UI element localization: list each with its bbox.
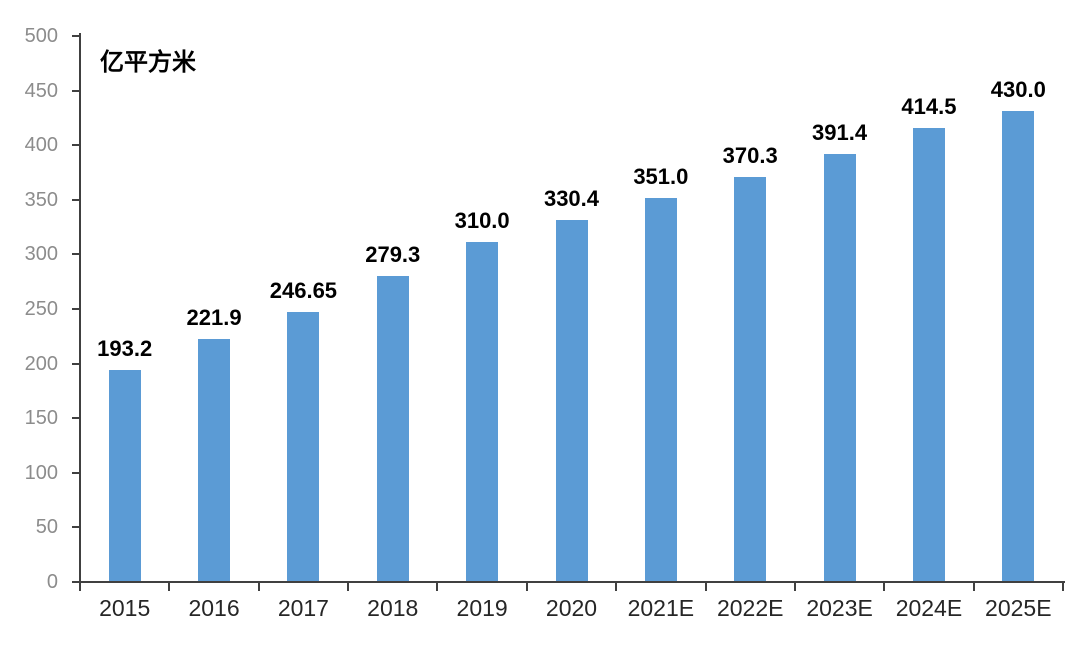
x-axis-tick-label: 2015 — [99, 595, 151, 621]
bar-value-label: 193.2 — [97, 336, 153, 362]
y-axis-tick — [72, 526, 80, 529]
y-axis-tick-label: 0 — [46, 571, 58, 593]
bar — [644, 197, 677, 581]
y-axis-tick — [72, 581, 80, 583]
bar — [823, 153, 856, 581]
bar — [1002, 111, 1035, 581]
y-axis-tick-label: 350 — [24, 188, 58, 211]
x-axis-tick-label: 2021E — [627, 595, 695, 621]
y-axis-tick-label: 500 — [24, 25, 58, 47]
y-axis-tick-label: 250 — [24, 298, 58, 320]
x-axis-tick — [704, 583, 707, 591]
x-axis-tick — [79, 583, 81, 591]
y-axis-tick-label: 100 — [24, 461, 58, 484]
x-axis-tick — [615, 583, 618, 591]
x-axis-tick-label: 2024E — [895, 595, 963, 621]
bar — [466, 242, 499, 581]
x-axis-tick-label: 2019 — [456, 595, 508, 621]
y-axis-tick-label: 450 — [24, 79, 58, 102]
x-axis-tick — [883, 583, 886, 591]
bar — [734, 176, 767, 581]
bar-value-label: 370.3 — [722, 142, 778, 168]
y-axis-tick — [72, 198, 80, 201]
x-axis-line — [72, 581, 1065, 583]
x-axis-tick-label: 2020 — [545, 595, 598, 621]
x-axis-tick — [436, 583, 439, 591]
bar — [287, 311, 320, 581]
y-axis-tick-label: 300 — [24, 243, 58, 266]
y-axis-tick — [72, 253, 80, 256]
bar-value-label: 221.9 — [186, 304, 242, 330]
y-axis-tick — [72, 471, 80, 474]
bar-value-label: 310.0 — [454, 208, 510, 234]
bar-value-label: 391.4 — [812, 119, 868, 145]
bar — [198, 338, 231, 581]
bar-value-label: 279.3 — [365, 242, 421, 267]
x-axis-tick-label: 2017 — [277, 595, 329, 621]
y-axis-tick — [72, 144, 80, 147]
bar — [108, 370, 141, 581]
bar-value-label: 351.0 — [633, 163, 689, 189]
y-axis-tick-label: 400 — [24, 134, 58, 157]
bar-value-label: 430.0 — [990, 77, 1046, 103]
y-axis-line — [79, 33, 81, 591]
bar — [912, 128, 945, 581]
x-axis-tick — [972, 583, 975, 591]
y-axis-tick — [72, 362, 80, 365]
y-axis-tick — [72, 308, 80, 310]
y-axis-tick-label: 150 — [24, 407, 58, 430]
x-axis-tick — [347, 583, 350, 591]
bar-value-label: 246.65 — [269, 277, 338, 303]
y-axis-tick — [72, 89, 80, 92]
x-axis-tick — [525, 583, 528, 591]
x-axis-tick — [257, 583, 260, 591]
x-axis-tick-label: 2023E — [806, 595, 873, 621]
x-axis-tick — [1062, 583, 1064, 591]
y-axis-tick — [72, 35, 80, 37]
chart-unit-label: 亿平方米 — [100, 49, 196, 76]
bar-value-label: 414.5 — [901, 94, 957, 120]
bar — [555, 220, 588, 581]
x-axis-tick-label: 2022E — [716, 595, 784, 621]
y-axis-tick — [72, 417, 80, 420]
x-axis-tick — [793, 583, 796, 591]
bar-value-label: 330.4 — [543, 186, 600, 212]
x-axis-tick-label: 2016 — [188, 595, 240, 621]
y-axis-tick-label: 200 — [24, 352, 58, 375]
bar — [376, 276, 409, 581]
y-axis-tick-label: 50 — [35, 516, 58, 539]
x-axis-tick — [168, 583, 171, 591]
x-axis-tick-label: 2018 — [367, 595, 419, 621]
x-axis-tick-label: 2025E — [985, 595, 1052, 621]
